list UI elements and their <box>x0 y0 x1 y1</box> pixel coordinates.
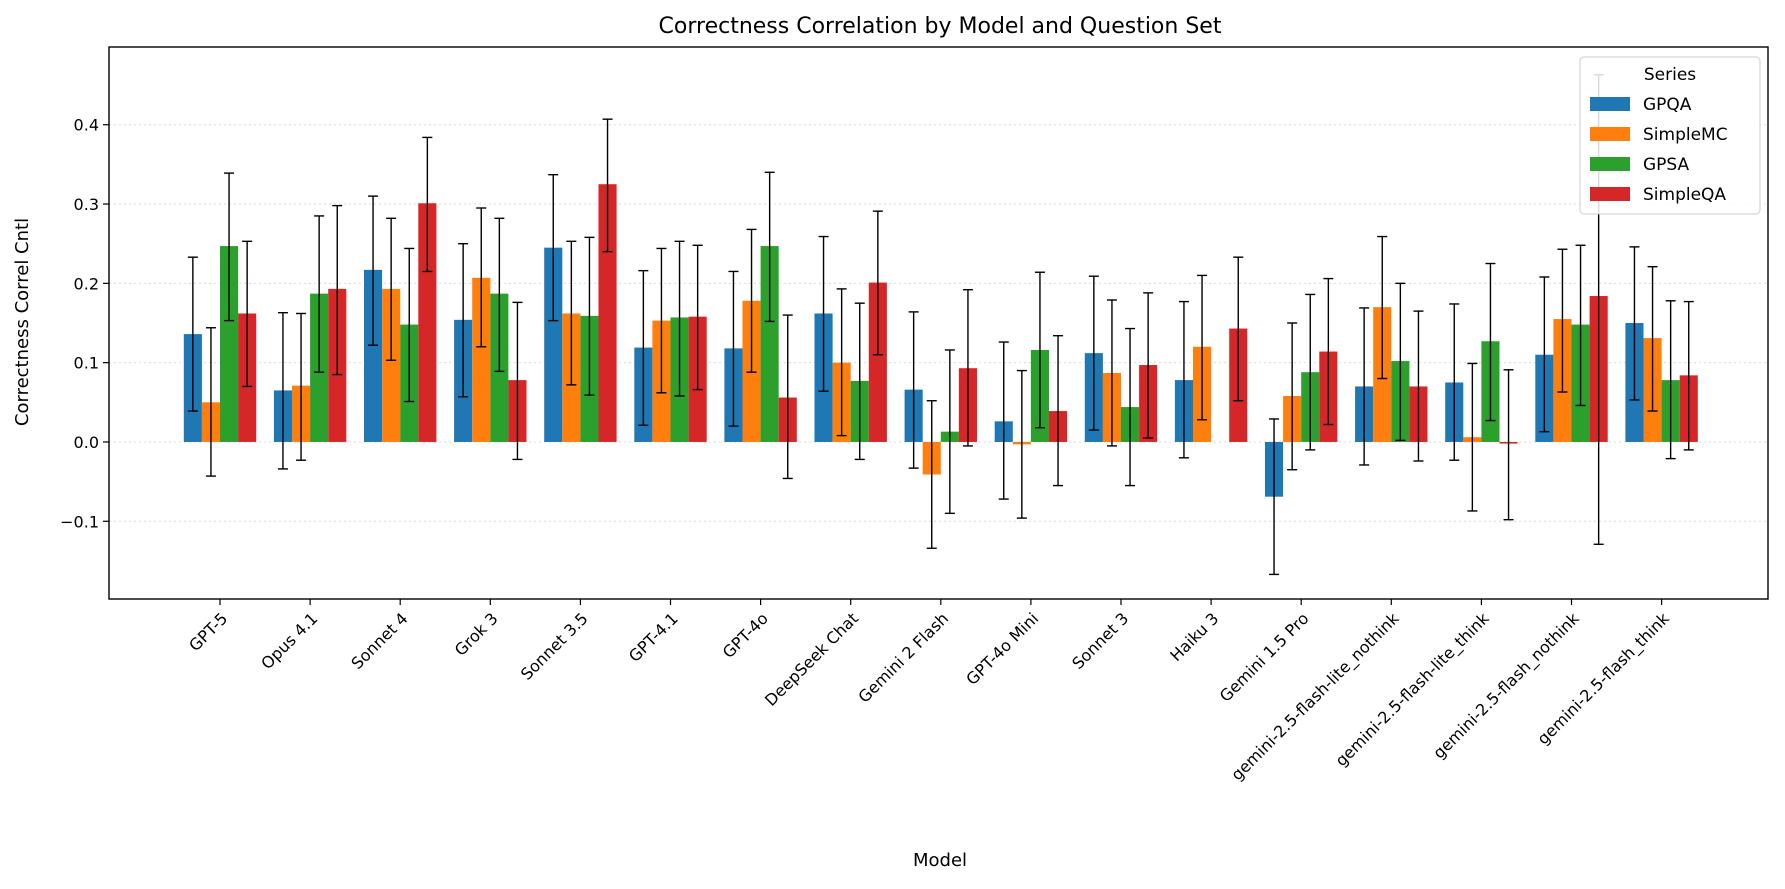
legend-box <box>1579 56 1761 215</box>
legend-swatch-simpleqa <box>1590 187 1630 201</box>
legend-swatch-simplemc <box>1590 127 1630 141</box>
bar-simpleqa-4 <box>598 184 617 442</box>
x-tick-label: GPT-4o Mini <box>962 609 1042 689</box>
legend-label-simpleqa: SimpleQA <box>1643 185 1726 205</box>
y-tick-label: 0.2 <box>74 274 99 293</box>
legend-label-gpqa: GPQA <box>1643 95 1692 115</box>
x-tick-label: Sonnet 3 <box>1068 609 1132 673</box>
x-tick-label: Gemini 1.5 Pro <box>1216 609 1313 706</box>
legend-title: Series <box>1644 65 1696 85</box>
legend-swatch-gpsa <box>1590 157 1630 171</box>
x-tick-label: Sonnet 4 <box>347 609 411 673</box>
legend-label-gpsa: GPSA <box>1643 155 1690 175</box>
error-bars-layer <box>187 74 1694 576</box>
bar-simplemc-3 <box>472 277 491 442</box>
x-axis-label: Model <box>913 850 967 871</box>
x-tick-label: gemini-2.5-flash-lite_nothink <box>1227 608 1404 785</box>
x-axis: GPT-5 Opus 4.1 Sonnet 4 Grok 3 Sonnet 3.5 GPT… <box>185 599 1674 785</box>
x-tick-label: GPT-5 <box>185 609 231 655</box>
y-tick-label: 0.0 <box>74 433 99 452</box>
x-tick-label: Sonnet 3.5 <box>517 609 592 684</box>
bar-gpqa-4 <box>544 247 563 442</box>
y-tick-label: 0.1 <box>74 354 99 373</box>
y-axis-label: Correctness Correl Cntl <box>12 218 33 426</box>
bar-gpsa-6 <box>760 246 779 442</box>
bar-simpleqa-7 <box>868 282 887 442</box>
x-tick-label: DeepSeek Chat <box>761 609 862 710</box>
x-tick-label: Opus 4.1 <box>257 609 321 673</box>
bars-layer <box>183 184 1698 497</box>
legend: Series GPQA SimpleMC GPSA SimpleQA <box>1579 56 1761 215</box>
legend-swatch-gpqa <box>1590 97 1630 111</box>
legend-label-simplemc: SimpleMC <box>1643 125 1728 145</box>
plot-frame <box>108 46 1769 600</box>
bar-simpleqa-2 <box>418 203 437 442</box>
x-tick-label: GPT-4o <box>719 609 772 662</box>
x-tick-label: Grok 3 <box>451 609 502 660</box>
x-tick-label: GPT-4.1 <box>625 609 682 666</box>
x-tick-label: gemini-2.5-flash_nothink <box>1429 608 1584 763</box>
y-axis: −0.1 0.0 0.1 0.2 0.3 0.4 <box>60 116 109 531</box>
bar-gpqa-2 <box>364 269 383 442</box>
x-tick-label: Gemini 2 Flash <box>854 609 952 707</box>
y-tick-label: 0.4 <box>74 116 99 135</box>
x-tick-label: gemini-2.5-flash-lite_think <box>1331 608 1493 770</box>
y-tick-label: 0.3 <box>74 195 99 214</box>
bar-gpsa-0 <box>220 246 239 442</box>
x-tick-label: Haiku 3 <box>1166 609 1222 665</box>
y-tick-label: −0.1 <box>60 512 99 531</box>
bar-simplemc-2 <box>382 288 401 442</box>
chart-title: Correctness Correlation by Model and Que… <box>659 14 1222 39</box>
